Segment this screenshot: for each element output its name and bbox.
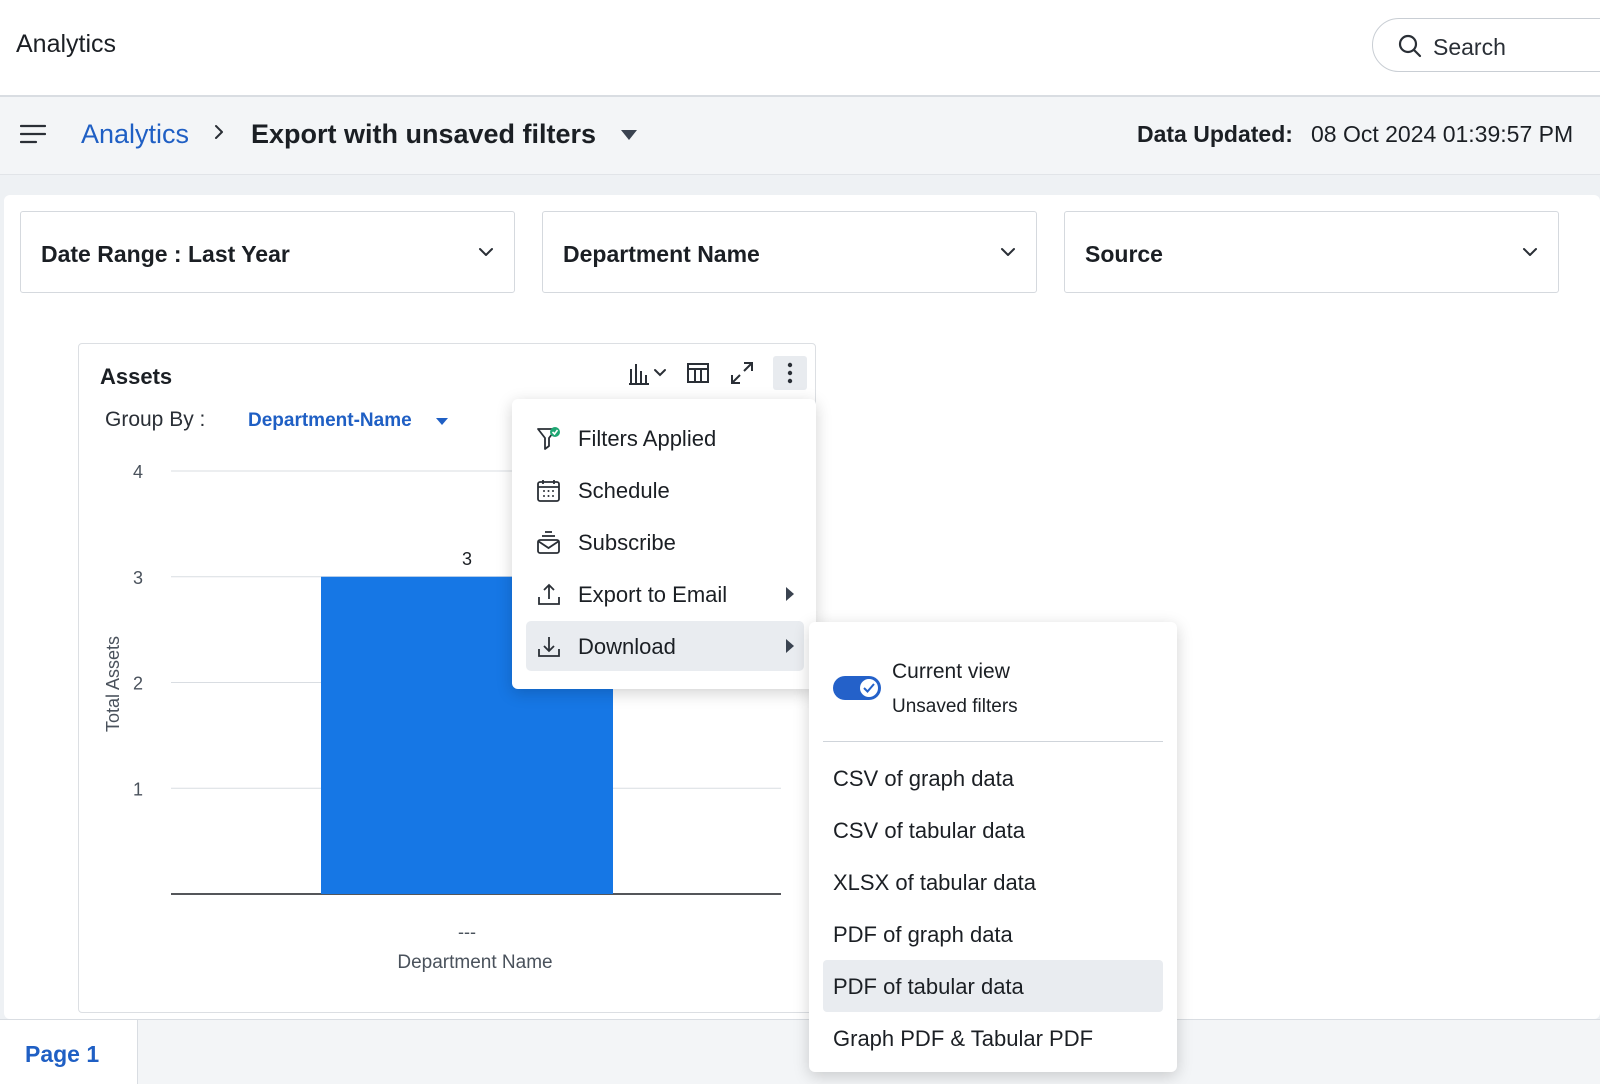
menu-item-download[interactable]: Download: [526, 621, 804, 671]
y-tick-label: 1: [133, 779, 143, 799]
bar-chart-icon: [629, 364, 666, 385]
download-graph-and-tabular-pdf[interactable]: Graph PDF & Tabular PDF: [823, 1012, 1163, 1064]
caret-down-icon[interactable]: [436, 418, 448, 426]
current-view-subtitle: Unsaved filters: [892, 696, 1018, 717]
breadcrumb-bar: Analytics Export with unsaved filters Da…: [0, 97, 1600, 175]
data-updated-label: Data Updated:: [1137, 121, 1293, 147]
download-xlsx-tabular[interactable]: XLSX of tabular data: [823, 856, 1163, 908]
filter-source[interactable]: Source: [1064, 211, 1559, 293]
filter-label: Date Range : Last Year: [41, 241, 290, 267]
download-csv-tabular[interactable]: CSV of tabular data: [823, 804, 1163, 856]
caret-right-icon: [786, 639, 794, 653]
menu-item-label: Filters Applied: [578, 426, 717, 451]
expand-icon: [731, 362, 753, 384]
download-csv-graph[interactable]: CSV of graph data: [823, 752, 1163, 804]
current-view-toggle[interactable]: [833, 676, 881, 700]
menu-item-export-to-email[interactable]: Export to Email: [526, 569, 804, 619]
group-by-dropdown[interactable]: Department-Name: [248, 410, 412, 431]
more-options-button[interactable]: [773, 356, 807, 390]
filter-check-icon: [537, 427, 560, 450]
menu-item-label: Export to Email: [578, 582, 728, 607]
download-pdf-graph[interactable]: PDF of graph data: [823, 908, 1163, 960]
chevron-down-icon: [479, 248, 493, 256]
chart-type-button[interactable]: [624, 356, 670, 390]
page-tab-label: Page 1: [25, 1041, 100, 1067]
top-bar: Analytics Search: [0, 0, 1600, 97]
y-tick-label: 2: [133, 674, 143, 694]
upload-icon: [538, 583, 560, 605]
chevron-right-icon: [215, 125, 223, 139]
download-submenu: Current view Unsaved filters CSV of grap…: [809, 622, 1177, 1072]
search-icon: [1398, 34, 1422, 58]
toggle-knob: [858, 677, 880, 699]
y-tick-label: 4: [133, 462, 143, 482]
more-vertical-icon: [787, 362, 793, 384]
menu-item-subscribe[interactable]: Subscribe: [526, 517, 804, 567]
table-view-button[interactable]: [681, 356, 715, 390]
menu-item-label: Subscribe: [578, 530, 676, 555]
group-by-label: Group By :: [105, 408, 206, 431]
x-tick-label: ---: [458, 922, 476, 942]
subscribe-mail-icon: [537, 531, 560, 554]
caret-down-icon[interactable]: [620, 129, 638, 141]
menu-item-label: Download: [578, 634, 676, 659]
chevron-down-icon: [1001, 248, 1015, 256]
menu-item-filters-applied[interactable]: Filters Applied: [526, 413, 804, 463]
download-option-label: CSV of tabular data: [833, 818, 1026, 843]
data-updated-value: 08 Oct 2024 01:39:57 PM: [1311, 121, 1574, 147]
calendar-icon: [537, 480, 560, 502]
download-icon: [538, 637, 560, 657]
filter-date-range[interactable]: Date Range : Last Year: [20, 211, 515, 293]
expand-button[interactable]: [725, 356, 759, 390]
page-title: Export with unsaved filters: [251, 119, 597, 149]
hamburger-menu-icon[interactable]: [20, 124, 46, 144]
filter-label: Department Name: [563, 241, 760, 267]
filter-department-name[interactable]: Department Name: [542, 211, 1037, 293]
bar-data-label: 3: [462, 549, 472, 569]
y-tick-label: 3: [133, 568, 143, 588]
download-option-label: PDF of graph data: [833, 922, 1013, 947]
chevron-down-icon: [1523, 248, 1537, 256]
breadcrumb-analytics-link[interactable]: Analytics: [81, 119, 190, 149]
page-tab-bar: Page 1: [0, 1019, 1600, 1084]
page-tab-1[interactable]: Page 1: [0, 1020, 138, 1084]
filter-label: Source: [1085, 241, 1163, 267]
current-view-title: Current view: [892, 660, 1010, 683]
y-axis-title: Total Assets: [103, 636, 123, 732]
divider: [823, 741, 1163, 742]
download-option-label: Graph PDF & Tabular PDF: [833, 1026, 1094, 1051]
table-icon: [687, 363, 709, 383]
download-option-label: XLSX of tabular data: [833, 870, 1037, 895]
widget-options-menu: Filters Applied Schedule Subscribe Expor…: [512, 399, 816, 689]
download-option-label: PDF of tabular data: [833, 974, 1024, 999]
menu-item-schedule[interactable]: Schedule: [526, 465, 804, 515]
widget-title: Assets: [100, 364, 173, 389]
download-option-label: CSV of graph data: [833, 766, 1015, 791]
download-pdf-tabular[interactable]: PDF of tabular data: [823, 960, 1163, 1012]
menu-item-label: Schedule: [578, 478, 670, 503]
check-icon: [863, 683, 875, 693]
search-box[interactable]: Search: [1372, 18, 1600, 72]
caret-right-icon: [786, 587, 794, 601]
x-axis-title: Department Name: [397, 952, 552, 973]
app-title: Analytics: [16, 30, 117, 58]
search-label: Search: [1433, 34, 1506, 60]
